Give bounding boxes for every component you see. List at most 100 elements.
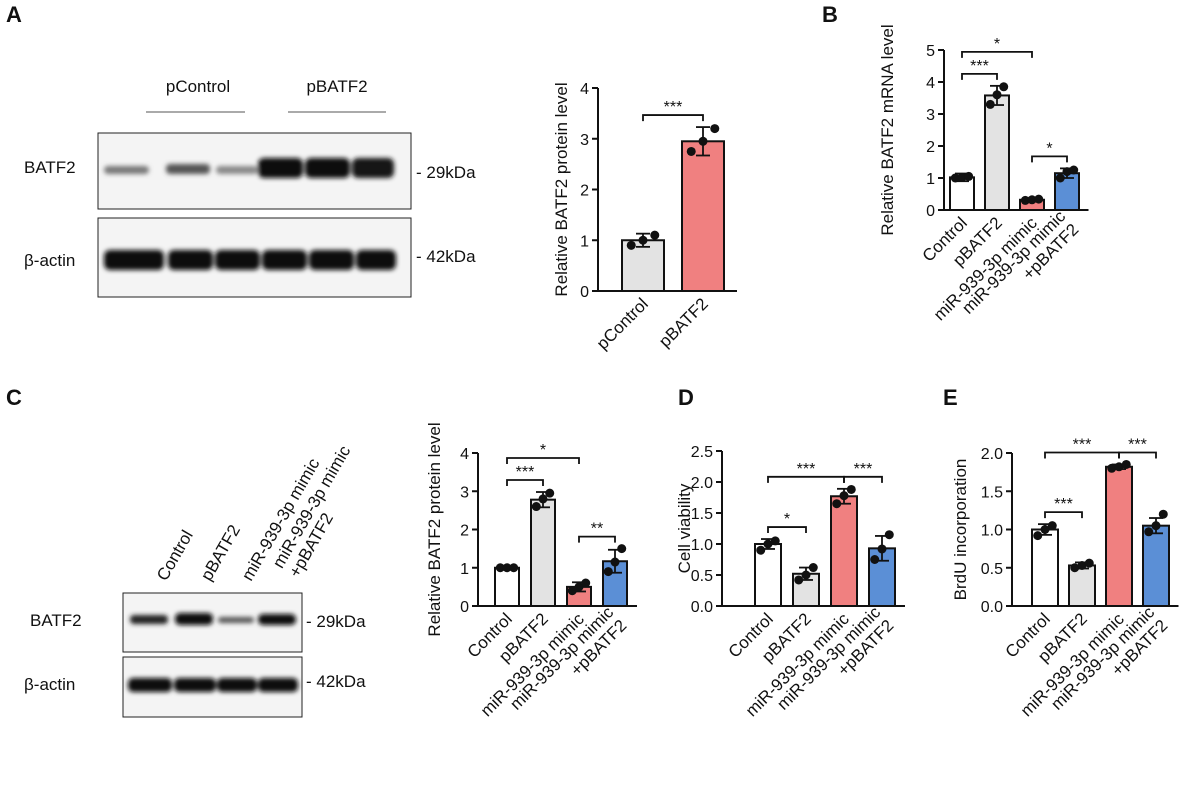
data-point [710,124,720,134]
data-point [698,136,708,146]
significance-bracket [1044,511,1083,519]
bar [494,566,520,607]
data-point [964,171,974,181]
significance-label: * [540,442,546,459]
significance-label: *** [1054,496,1073,513]
data-point [985,99,995,109]
data-point [1107,463,1117,473]
y-axis-label: Relative BATF2 mRNA level [878,24,897,235]
data-point [538,494,548,504]
bar [681,140,725,292]
y-tick-label: 2.5 [691,444,713,461]
y-tick-label: 1 [926,171,935,188]
y-tick-label: 0.5 [981,561,1003,578]
blot-size: - 29kDa [306,612,366,631]
x-tick-label: pControl [593,294,652,353]
y-axis-label: Relative BATF2 protein level [425,422,444,636]
data-point [617,544,627,554]
data-point [1158,509,1168,519]
data-point [574,582,584,592]
significance-label: ** [591,521,603,538]
data-point [502,563,512,573]
data-point [610,557,620,567]
data-point [650,230,660,240]
significance-bracket [1031,155,1068,163]
significance-label: *** [664,99,683,116]
y-tick-label: 5 [926,43,935,60]
blot-size: - 42kDa [416,247,476,266]
blot-group: pBATF2 [306,77,367,96]
data-point [1114,462,1124,472]
data-point [581,578,591,588]
y-tick-label: 1.0 [691,537,713,554]
significance-label: *** [1073,436,1092,453]
data-point [686,146,696,156]
y-axis-label: Cell viability [675,483,694,573]
data-point [1027,195,1037,205]
data-point [957,172,967,182]
data-point [1144,527,1154,537]
data-point [992,90,1002,100]
data-point [870,555,880,564]
blot-size: - 29kDa [416,163,476,182]
data-point [1055,173,1065,183]
panel-letter: E [943,385,958,410]
blot-row: β-actin [24,251,75,270]
data-point [1069,165,1079,175]
data-point [1020,195,1030,205]
blot-size: - 42kDa [306,672,366,691]
significance-label: *** [854,461,873,478]
data-point [545,488,555,498]
blot-row: BATF2 [24,158,76,177]
y-tick-label: 3 [460,484,469,501]
data-point [1077,560,1087,570]
data-point [877,544,887,554]
bar [1031,528,1059,607]
bands [104,158,394,178]
data-point [846,484,856,494]
bar [530,498,556,608]
y-axis-label: Relative BATF2 protein level [552,82,571,296]
data-point [531,502,541,512]
y-tick-label: 4 [460,446,469,463]
significance-label: * [1046,140,1052,157]
data-point [801,570,811,580]
data-point [1062,167,1072,177]
blot-lane: Control [153,527,197,584]
significance-label: *** [970,58,989,75]
y-tick-label: 1.5 [691,506,713,523]
panel-letter: B [822,2,838,27]
bands [130,613,296,625]
blot-row: β-actin [24,675,75,694]
y-tick-label: 0 [580,284,589,301]
bar [621,239,665,292]
data-point [1034,194,1044,204]
significance-label: *** [1128,436,1147,453]
panel-letter: D [678,385,694,410]
data-point [1033,531,1043,541]
y-tick-label: 1 [580,233,589,250]
data-point [1151,521,1161,531]
data-point [567,586,577,596]
bar [984,94,1010,211]
bands [128,678,298,692]
x-tick-label: pBATF2 [655,294,712,351]
significance-bracket [506,457,580,465]
y-tick-label: 2 [580,183,589,200]
panel-letter: A [6,2,22,27]
data-point [603,567,613,577]
data-point [509,563,519,573]
y-tick-label: 1.5 [981,484,1003,501]
panel-letter: C [6,385,22,410]
data-point [1070,563,1080,573]
data-point [770,536,780,546]
y-tick-label: 4 [926,75,935,92]
y-tick-label: 0.0 [691,599,713,616]
data-point [1121,459,1131,469]
significance-bracket [578,535,616,543]
y-axis-label: BrdU incorporation [951,459,970,601]
data-point [763,539,773,549]
significance-bracket [843,475,883,483]
significance-bracket [642,114,704,122]
